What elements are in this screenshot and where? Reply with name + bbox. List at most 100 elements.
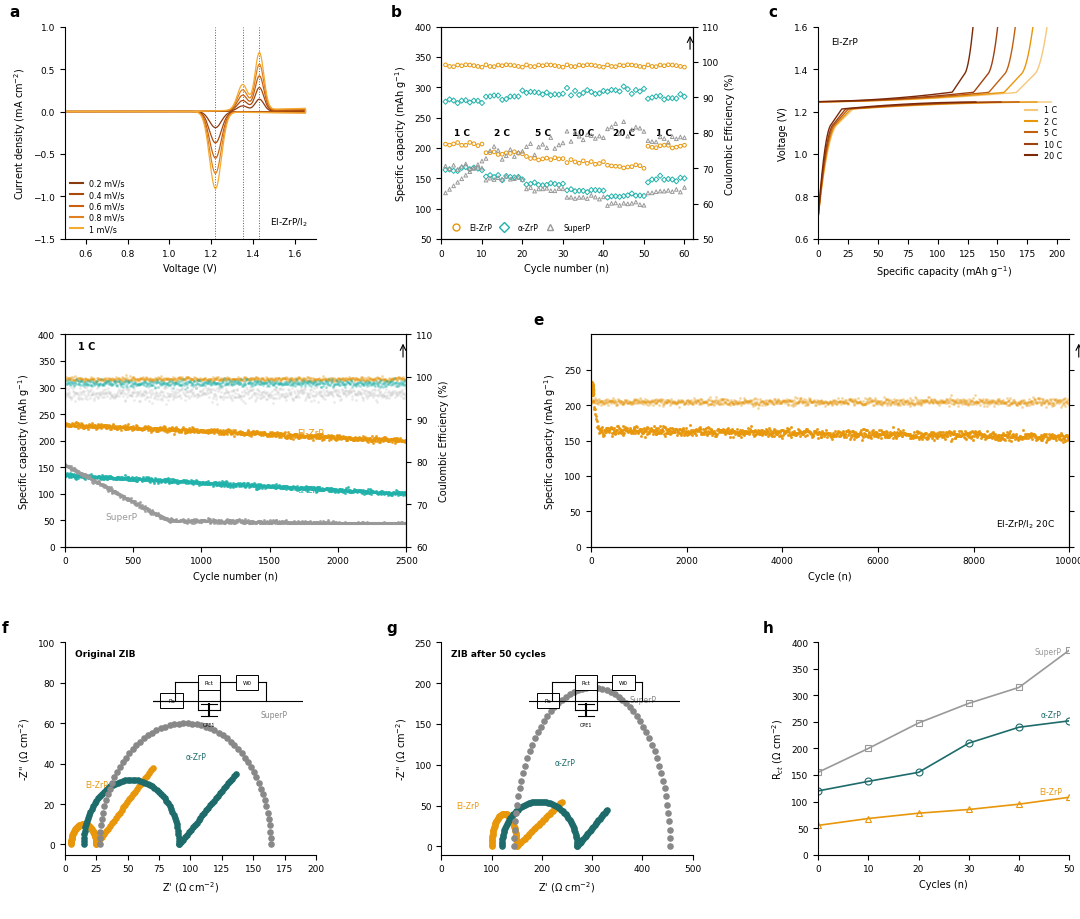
Point <box>218 473 235 488</box>
Point <box>861 391 878 406</box>
Point <box>194 381 212 396</box>
Point <box>858 397 875 412</box>
Point <box>96 472 113 487</box>
Point <box>221 477 239 492</box>
Point <box>339 433 356 448</box>
Point <box>121 494 138 508</box>
Point <box>81 471 98 485</box>
Point <box>339 431 356 446</box>
Point <box>558 191 576 206</box>
Point <box>977 432 995 447</box>
Point <box>130 496 147 511</box>
Point <box>383 488 401 503</box>
Point <box>58 378 76 392</box>
Point <box>526 795 543 810</box>
Point <box>339 372 356 387</box>
Point <box>271 516 288 530</box>
Point <box>146 375 163 390</box>
Point <box>800 391 818 405</box>
Point <box>198 803 215 818</box>
Point <box>333 372 350 387</box>
Point <box>283 428 300 443</box>
Point <box>856 429 874 444</box>
Point <box>211 475 228 490</box>
Point <box>92 376 109 391</box>
Point <box>150 376 167 391</box>
Point <box>102 483 119 498</box>
Point <box>171 475 188 490</box>
Point <box>78 817 95 832</box>
Point <box>609 426 626 441</box>
Point <box>378 486 395 501</box>
Point <box>318 482 335 497</box>
Point <box>294 427 311 442</box>
Point <box>1024 433 1041 448</box>
Point <box>599 422 617 437</box>
Point <box>395 372 413 387</box>
Point <box>613 395 631 410</box>
Point <box>598 85 616 100</box>
Point <box>284 393 301 408</box>
Point <box>927 428 944 443</box>
0.6 mV/s <box>139 107 152 118</box>
Point <box>487 816 504 831</box>
Point <box>395 487 413 502</box>
Point <box>81 819 98 834</box>
Point <box>853 397 870 412</box>
Point <box>469 158 486 173</box>
Point <box>576 830 593 845</box>
Point <box>656 185 673 199</box>
Point <box>1036 394 1053 409</box>
Point <box>469 161 486 176</box>
Point <box>627 196 645 210</box>
Point <box>146 505 163 520</box>
Point <box>912 396 929 411</box>
Point <box>931 395 948 410</box>
Point <box>1059 431 1077 446</box>
Point <box>1045 399 1063 414</box>
Point <box>170 476 187 491</box>
Point <box>279 389 296 403</box>
Point <box>708 427 726 442</box>
Point <box>365 372 382 387</box>
Point <box>286 430 303 445</box>
Point <box>513 800 530 814</box>
Point <box>58 417 76 432</box>
Point <box>393 384 410 399</box>
Point <box>319 515 336 529</box>
Point <box>244 371 261 386</box>
Point <box>510 147 527 162</box>
Point <box>323 516 340 530</box>
Point <box>535 60 552 74</box>
Point <box>243 371 260 386</box>
Point <box>225 376 242 391</box>
Point <box>97 479 114 494</box>
Point <box>104 420 121 435</box>
Point <box>95 419 112 434</box>
Point <box>113 471 131 485</box>
Point <box>327 432 345 447</box>
Point <box>343 371 361 386</box>
Point <box>244 425 261 439</box>
Point <box>831 395 848 410</box>
Point <box>674 395 691 410</box>
Point <box>133 371 150 386</box>
Point <box>824 428 841 443</box>
Point <box>362 431 379 446</box>
Point <box>226 738 243 753</box>
Point <box>210 379 227 393</box>
Point <box>508 837 525 852</box>
Point <box>218 370 235 385</box>
Point <box>366 379 383 393</box>
Point <box>107 486 124 501</box>
Point <box>721 395 739 410</box>
Point <box>374 484 391 499</box>
Point <box>99 374 117 389</box>
Point <box>203 477 220 492</box>
Point <box>815 396 833 411</box>
Point <box>346 482 363 497</box>
Point <box>156 390 173 404</box>
Point <box>281 429 298 444</box>
Point <box>278 375 295 390</box>
Point <box>118 472 135 487</box>
